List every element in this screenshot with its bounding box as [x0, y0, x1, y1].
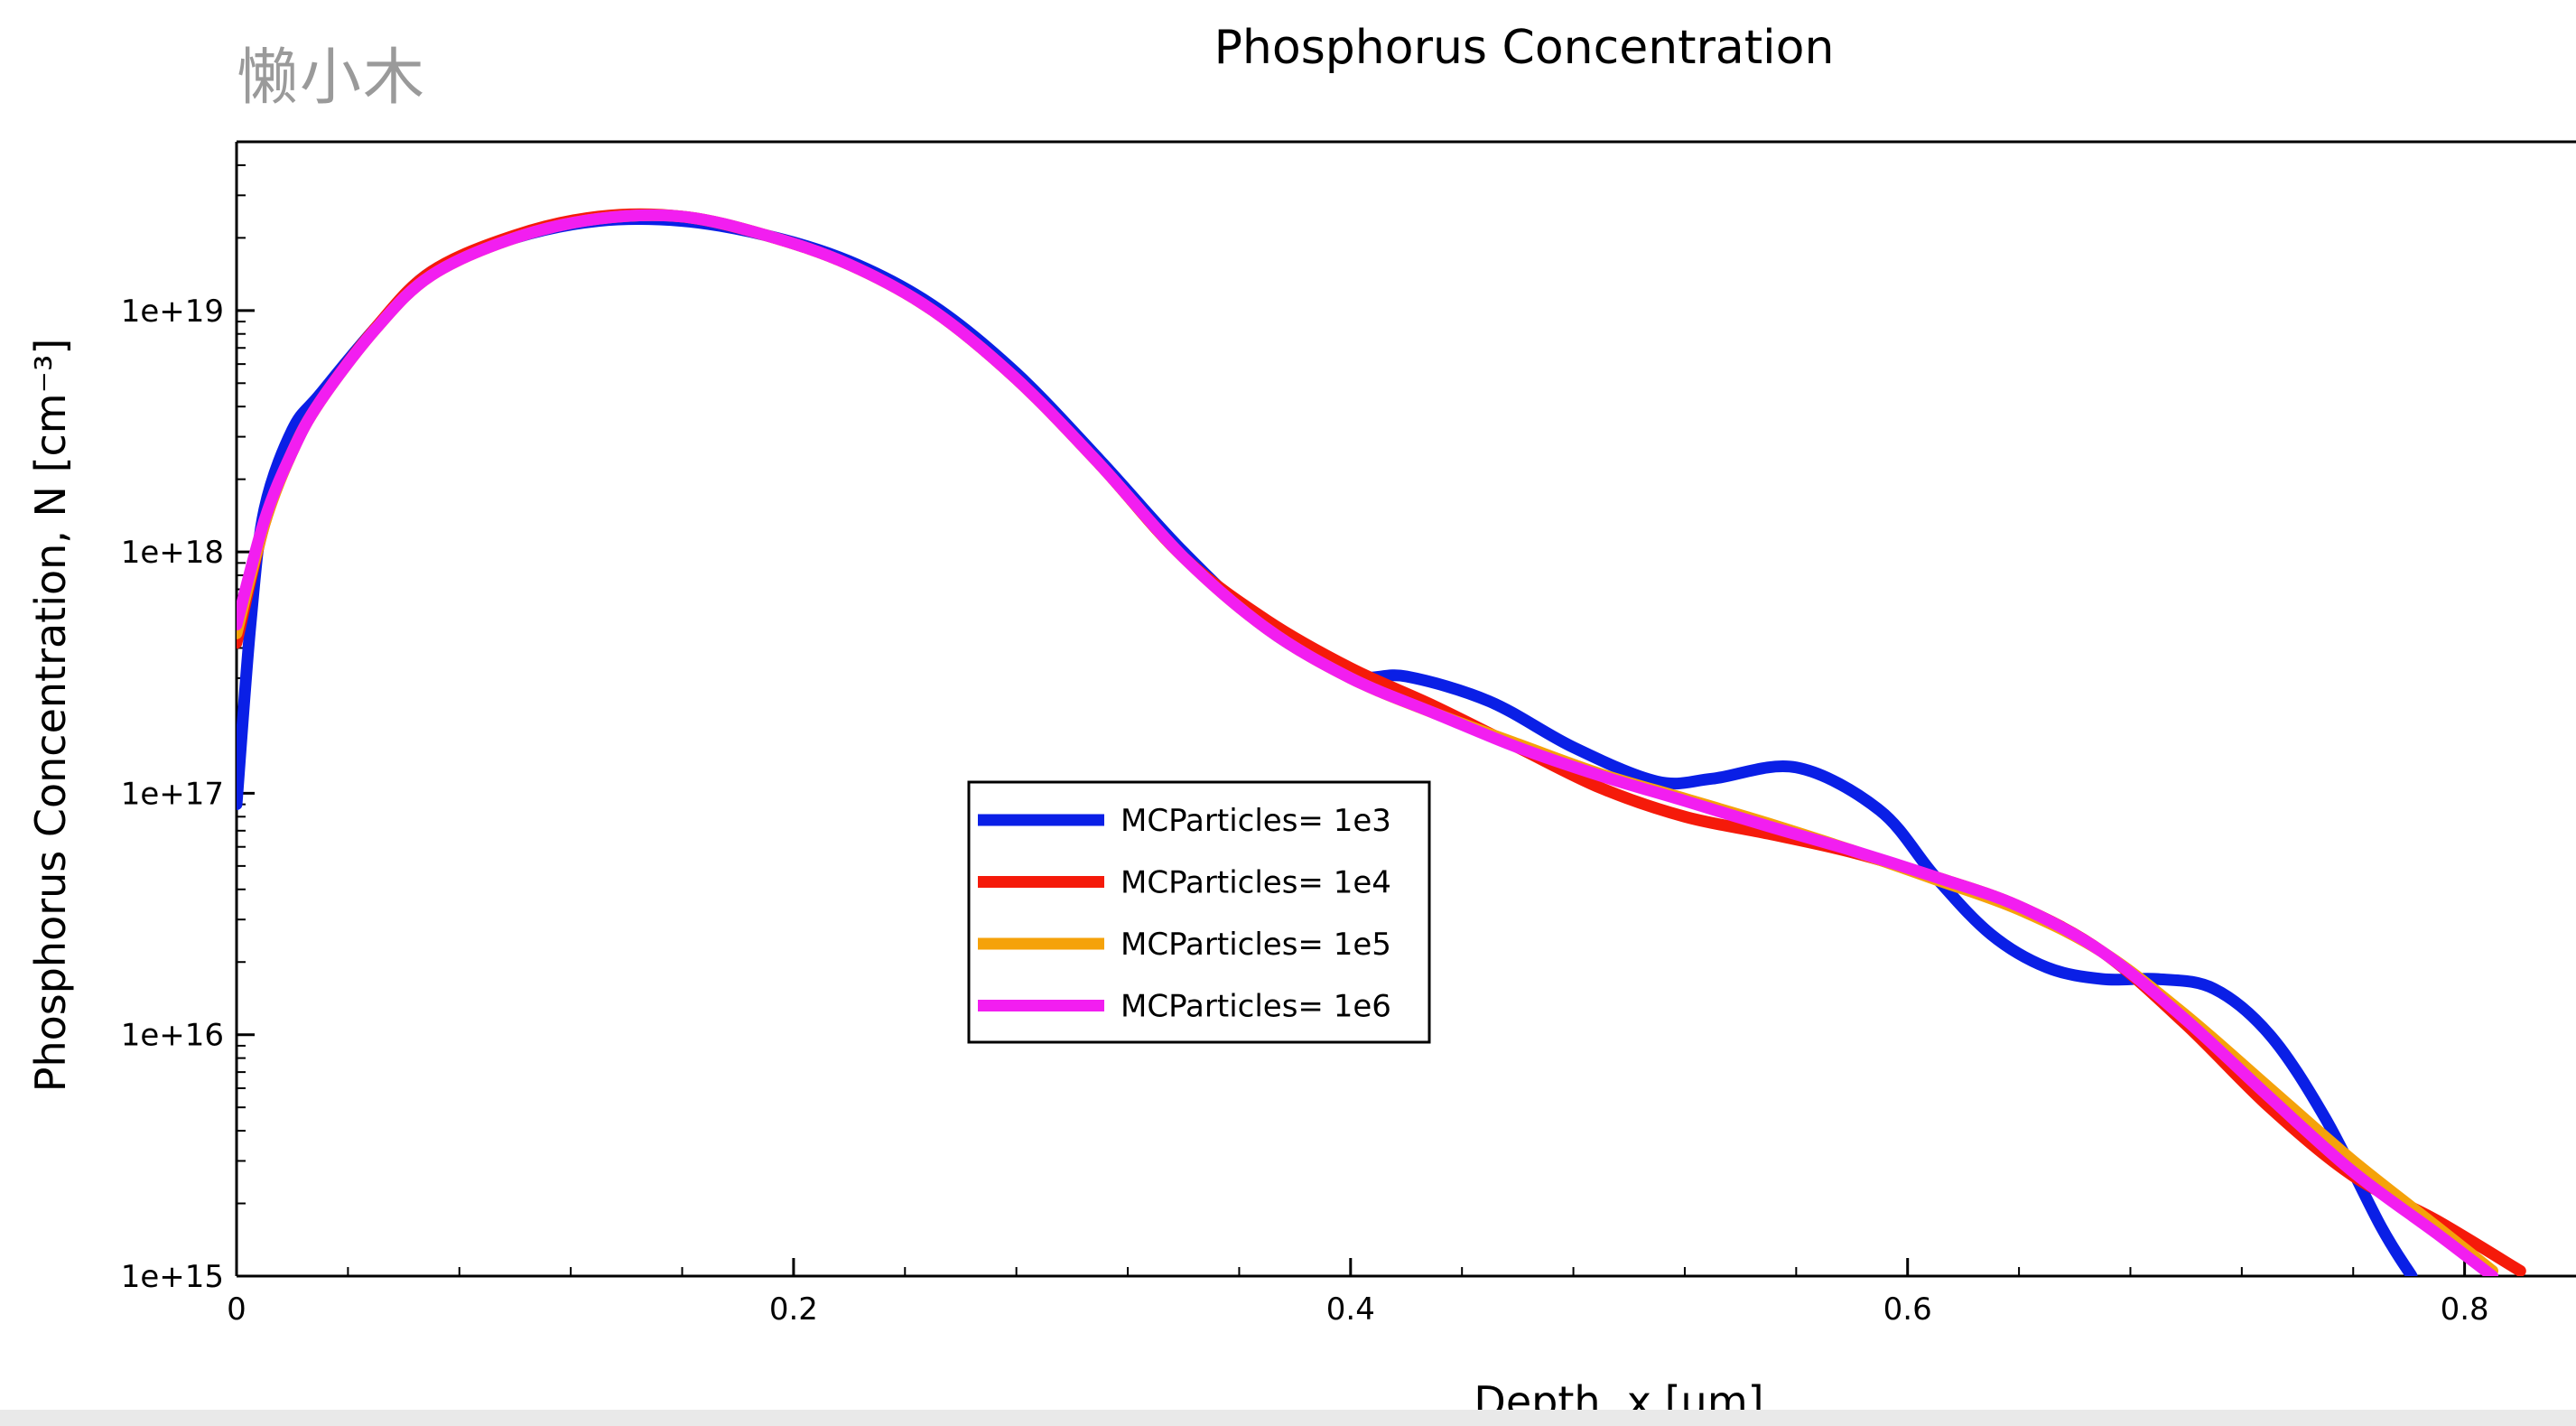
x-tick-label: 0: [227, 1291, 246, 1328]
y-tick-label: 1e+18: [121, 535, 224, 571]
y-tick-label: 1e+17: [121, 776, 224, 812]
series-layer: [237, 208, 2526, 1276]
plot-frame: [235, 140, 2576, 1278]
legend-label: MCParticles= 1e4: [1121, 865, 1391, 901]
series-line-2: [237, 208, 2526, 1276]
y-axis-label: Phosphorus Concentration, N [cm⁻³]: [26, 339, 75, 1093]
x-tick-label: 0.2: [769, 1291, 818, 1328]
legend-label: MCParticles= 1e3: [1121, 803, 1391, 839]
x-tick-label: 0.8: [2441, 1291, 2489, 1328]
x-axis: 0 0.2 0.4 0.6 0.8: [227, 1258, 2489, 1328]
watermark-text: 懒小木: [237, 42, 427, 114]
legend-label: MCParticles= 1e5: [1121, 927, 1391, 963]
x-tick-label: 0.6: [1883, 1291, 1932, 1328]
bottom-strip: [0, 1410, 2576, 1426]
chart-title: Phosphorus Concentration: [1214, 21, 1835, 75]
legend-label: MCParticles= 1e6: [1121, 989, 1391, 1025]
x-tick-label: 0.4: [1326, 1291, 1375, 1328]
legend: MCParticles= 1e3 MCParticles= 1e4 MCPartic…: [967, 780, 1431, 1044]
series-line-3: [237, 209, 2498, 1276]
series-line-4: [237, 209, 2498, 1276]
y-axis: 1e+15 1e+16 1e+17 1e+18 1e+19: [121, 163, 255, 1295]
y-tick-label: 1e+15: [121, 1259, 224, 1295]
y-tick-label: 1e+19: [121, 294, 224, 330]
series-line-1: [237, 212, 2418, 1276]
y-tick-label: 1e+16: [121, 1018, 224, 1054]
